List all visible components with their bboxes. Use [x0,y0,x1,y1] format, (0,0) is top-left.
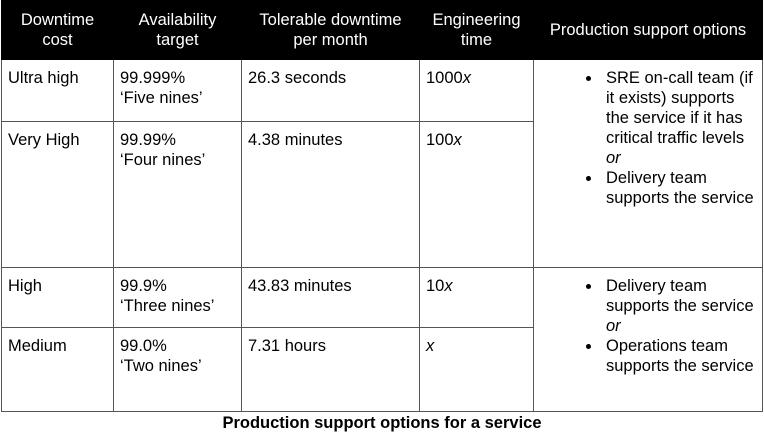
connector: or [606,149,621,167]
caption: Production support options for a service [222,414,542,432]
header-cell: Availability target [113,0,242,60]
symbol: x [453,131,462,149]
header-cell: Production support options [533,0,763,60]
target-nickname: ‘Five nines’ [120,89,203,107]
header-cell: Engineering time [419,0,534,60]
support-options-cell: Delivery team supports the service orOpe… [533,267,763,412]
engineering-time: x [419,327,534,412]
support-text: Operations team supports the service [606,337,754,375]
target-percent: 99.9% [120,277,167,295]
target-nickname: ‘Three nines’ [120,297,215,315]
row: Very High 99.99% ‘Four nines’ 4.38 minutes 1… [1,121,763,268]
tolerable-downtime: 7.31 hours [241,327,420,412]
support-item: Delivery team supports the service [602,168,756,208]
row: Ultra high 99.999% ‘Five nines’ 26.3 second… [1,59,763,268]
engineering-time: 1000x [419,59,534,122]
multiplier: 100 [426,131,454,149]
tolerable-downtime: 4.38 minutes [241,121,420,268]
support-list: SRE on-call team (if it exists) supports… [540,68,756,208]
engineering-time: 100x [419,121,534,268]
target-percent: 99.999% [120,69,186,87]
availability-target: 99.99% ‘Four nines’ [113,121,242,268]
symbol: x [426,337,435,355]
support-text: Delivery team supports the service [606,277,754,315]
availability-target: 99.9% ‘Three nines’ [113,267,242,328]
target-nickname: ‘Two nines’ [120,357,202,375]
downtime-cost: Ultra high [1,59,114,122]
support-options-cell: SRE on-call team (if it exists) supports… [533,59,763,268]
tolerable-downtime: 43.83 minutes [241,267,420,328]
row: Medium 99.0% ‘Two nines’ 7.31 hours x [1,327,763,412]
support-text: Delivery team supports the service [606,169,754,207]
support-list: Delivery team supports the service orOpe… [540,276,756,376]
header-cell: Tolerable downtime per month [241,0,420,60]
availability-target: 99.0% ‘Two nines’ [113,327,242,412]
support-text: SRE on-call team (if it exists) supports… [606,69,753,147]
symbol: x [444,277,453,295]
downtime-cost: Medium [1,327,114,412]
availability-target: 99.999% ‘Five nines’ [113,59,242,122]
header-row: Downtime cost Availability target Tolerabl… [1,0,763,60]
downtime-cost: High [1,267,114,328]
engineering-time: 10x [419,267,534,328]
multiplier: 1000 [426,69,463,87]
connector: or [606,317,621,335]
support-table: Downtime cost Availability target Tolerabl… [1,0,763,412]
support-item: SRE on-call team (if it exists) supports… [602,68,756,168]
tolerable-downtime: 26.3 seconds [241,59,420,122]
target-percent: 99.0% [120,337,167,355]
header-cell: Downtime cost [1,0,114,60]
multiplier: 10 [426,277,445,295]
downtime-cost: Very High [1,121,114,268]
target-nickname: ‘Four nines’ [120,151,206,169]
support-item: Operations team supports the service [602,336,756,376]
symbol: x [462,69,471,87]
target-percent: 99.99% [120,131,176,149]
support-item: Delivery team supports the service or [602,276,756,336]
